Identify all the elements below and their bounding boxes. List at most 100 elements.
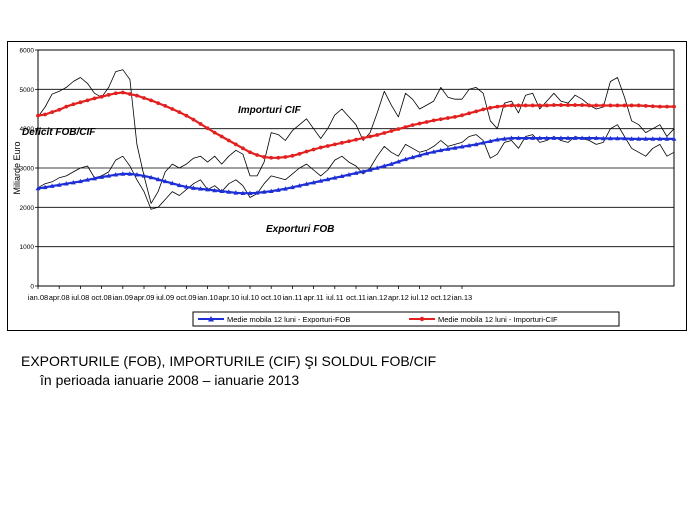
data-point-importuri <box>127 92 132 96</box>
data-point-importuri <box>410 123 415 128</box>
x-tick-label: oct.10 <box>261 293 281 302</box>
data-point-importuri <box>226 138 231 143</box>
data-point-importuri <box>347 139 351 144</box>
data-point-importuri <box>573 103 577 107</box>
data-point-exporturi <box>134 172 140 177</box>
data-point-exporturi <box>608 135 613 141</box>
data-point-exporturi <box>268 188 274 194</box>
data-point-exporturi <box>650 136 656 141</box>
data-point-importuri <box>509 103 514 108</box>
data-point-importuri <box>502 103 507 108</box>
legend-box <box>192 311 620 327</box>
caption-period: în perioada ianuarie 2008 – ianuarie 201… <box>40 372 300 388</box>
data-point-exporturi <box>254 190 260 195</box>
data-point-importuri <box>375 133 380 137</box>
data-point-importuri <box>304 149 309 154</box>
data-point-importuri <box>50 110 55 115</box>
legend-marker-importuri <box>419 316 425 322</box>
data-point-exporturi <box>360 168 366 174</box>
data-point-exporturi <box>410 154 415 160</box>
data-point-importuri <box>643 103 648 108</box>
data-point-importuri <box>120 90 125 95</box>
chart-frame: 0 1000 2000 3000 4000 5000 6000 ian.08 apr.08 iu… <box>7 41 687 331</box>
y-tick-label: 1000 <box>20 244 35 251</box>
data-point-exporturi <box>56 182 62 187</box>
data-point-exporturi <box>63 181 69 186</box>
data-point-exporturi <box>544 135 550 140</box>
data-point-exporturi <box>141 173 147 178</box>
data-point-importuri <box>170 107 175 111</box>
data-point-importuri <box>297 151 302 156</box>
data-point-importuri <box>445 116 450 120</box>
data-point-exporturi <box>615 135 620 141</box>
data-point-exporturi <box>191 185 196 190</box>
data-point-exporturi <box>332 175 338 180</box>
y-tick-label: 6000 <box>20 48 35 55</box>
data-point-exporturi <box>92 176 97 181</box>
data-point-exporturi <box>219 188 225 194</box>
data-point-exporturi <box>438 147 444 153</box>
caption-title: EXPORTURILE (FOB), IMPORTURILE (CIF) ŞI … <box>21 353 437 369</box>
data-point-importuri <box>580 103 585 107</box>
data-point-importuri <box>657 104 662 109</box>
data-point-exporturi <box>480 140 486 145</box>
data-point-exporturi <box>155 176 161 182</box>
x-tick-label: oct.12 <box>431 293 451 302</box>
data-point-importuri <box>431 118 436 123</box>
data-point-importuri <box>594 103 599 108</box>
data-point-exporturi <box>184 184 189 189</box>
annotation-deficit: Deficit FOB/CIF <box>22 127 96 138</box>
data-point-exporturi <box>636 136 642 141</box>
data-point-exporturi <box>297 183 302 188</box>
legend-label-importuri: Medie mobila 12 luni - Importuri-CIF <box>438 315 558 324</box>
x-tick-label: ian.09 <box>113 293 133 302</box>
data-point-exporturi <box>388 161 394 166</box>
data-point-exporturi <box>579 135 585 140</box>
data-point-exporturi <box>629 136 634 141</box>
data-point-exporturi <box>523 135 528 140</box>
data-point-exporturi <box>106 173 112 178</box>
data-point-importuri <box>354 137 358 142</box>
data-point-importuri <box>488 105 493 110</box>
data-point-exporturi <box>558 135 564 140</box>
data-point-importuri <box>566 103 570 107</box>
data-point-importuri <box>516 103 521 108</box>
data-point-importuri <box>57 107 62 112</box>
data-point-exporturi <box>537 135 543 140</box>
data-point-exporturi <box>247 190 253 195</box>
y-tick-label: 2000 <box>20 205 35 212</box>
x-tick-label: apr.10 <box>218 293 239 302</box>
data-point-exporturi <box>353 170 359 175</box>
y-tick-label: 3000 <box>20 166 35 173</box>
data-point-importuri <box>601 103 606 108</box>
data-point-exporturi <box>304 181 309 186</box>
data-point-importuri <box>156 101 161 105</box>
data-point-importuri <box>149 98 153 103</box>
data-point-importuri <box>64 104 69 109</box>
data-point-importuri <box>495 104 500 109</box>
data-point-exporturi <box>162 178 168 184</box>
data-point-exporturi <box>565 135 571 140</box>
data-point-importuri <box>467 111 471 116</box>
data-point-exporturi <box>381 163 387 168</box>
data-point-exporturi <box>530 135 536 140</box>
data-point-exporturi <box>205 187 210 192</box>
data-point-exporturi <box>169 180 175 186</box>
data-point-importuri <box>396 127 401 131</box>
x-tick-label: ian.13 <box>452 293 472 302</box>
data-point-exporturi <box>35 185 41 191</box>
data-point-exporturi <box>212 187 218 193</box>
data-point-exporturi <box>261 189 267 194</box>
data-point-exporturi <box>70 179 76 185</box>
x-tick-label: ian.12 <box>367 293 387 302</box>
data-point-importuri <box>163 103 168 108</box>
data-point-importuri <box>184 113 189 118</box>
data-point-importuri <box>85 98 90 103</box>
data-point-exporturi <box>148 174 154 180</box>
data-point-importuri <box>325 144 330 148</box>
data-point-importuri <box>559 103 563 107</box>
x-tick-label: apr.12 <box>388 293 409 302</box>
data-point-importuri <box>99 94 104 99</box>
data-point-exporturi <box>339 173 345 179</box>
series-line-monthly-3 <box>37 124 675 210</box>
